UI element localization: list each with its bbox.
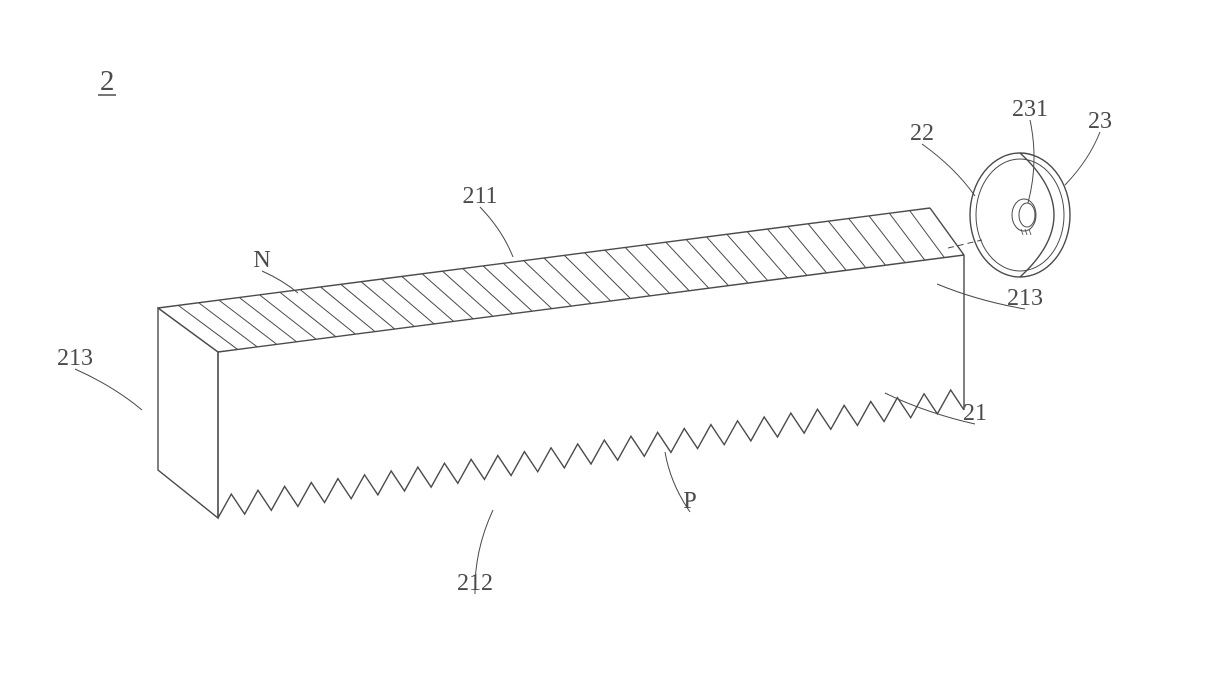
light-hatch <box>1029 229 1031 235</box>
ridge-line <box>869 216 905 263</box>
ref-label: 23 <box>1088 108 1112 134</box>
left-end-face <box>158 308 218 518</box>
ridge-line <box>544 258 591 304</box>
ridge-line <box>321 287 376 332</box>
ref-label: P <box>683 488 696 514</box>
ridge-line <box>686 240 728 286</box>
light-hatch <box>1021 229 1023 235</box>
ridge-line <box>178 305 237 349</box>
ridge-line <box>727 234 768 280</box>
patent-figure: 2N211222312321321P212213 <box>0 0 1220 694</box>
ref-label: 213 <box>57 345 93 371</box>
ridge-line <box>442 271 492 316</box>
ridge-line <box>767 229 806 275</box>
ridge-line <box>219 300 277 344</box>
ridge-line <box>625 247 669 293</box>
ridge-line <box>158 308 218 352</box>
ridge-line <box>564 255 610 301</box>
cap-rim-inner <box>976 159 1064 271</box>
ridge-line <box>889 213 924 260</box>
ridge-line <box>300 290 355 335</box>
ridge-line <box>646 245 690 291</box>
ridge-line <box>239 297 296 341</box>
ridge-line <box>361 282 414 327</box>
ridge-line <box>280 292 336 336</box>
ridge-line <box>483 266 532 311</box>
leader-line <box>885 393 975 424</box>
ridge-line <box>402 276 454 321</box>
ref-label: 22 <box>910 120 934 146</box>
ridge-line <box>849 219 886 266</box>
ref-label: 211 <box>462 183 497 209</box>
ref-label: N <box>253 247 270 273</box>
cap-dome <box>1020 153 1054 277</box>
ridge-line <box>707 237 749 283</box>
front-sawtooth <box>218 390 964 518</box>
ridge-line <box>585 253 631 299</box>
ridge-line <box>910 211 945 258</box>
figure-number: 2 <box>100 65 114 97</box>
ridge-line <box>260 295 317 339</box>
ridge-line <box>930 208 964 255</box>
ridge-line <box>788 226 827 272</box>
ridge-line <box>341 284 395 329</box>
ridge-line <box>503 263 551 308</box>
leader-line <box>75 369 142 410</box>
ridge-line <box>828 221 865 268</box>
leader-line <box>922 144 975 196</box>
cap-rim <box>970 153 1070 277</box>
ridge-line <box>463 269 513 314</box>
ridge-line <box>524 261 572 306</box>
leader-line <box>262 271 298 293</box>
ridge-line <box>605 250 650 296</box>
ridge-line <box>666 242 709 288</box>
leader-line <box>480 207 513 257</box>
ridge-line <box>808 224 846 271</box>
ridge-line <box>381 279 433 324</box>
ridge-line <box>422 274 473 319</box>
light-hatch <box>1025 229 1027 235</box>
ref-label: 231 <box>1012 96 1048 122</box>
ridge-line <box>199 303 258 347</box>
leader-line <box>1065 132 1100 185</box>
ridge-line <box>747 232 787 278</box>
light-source-inner <box>1019 203 1035 227</box>
